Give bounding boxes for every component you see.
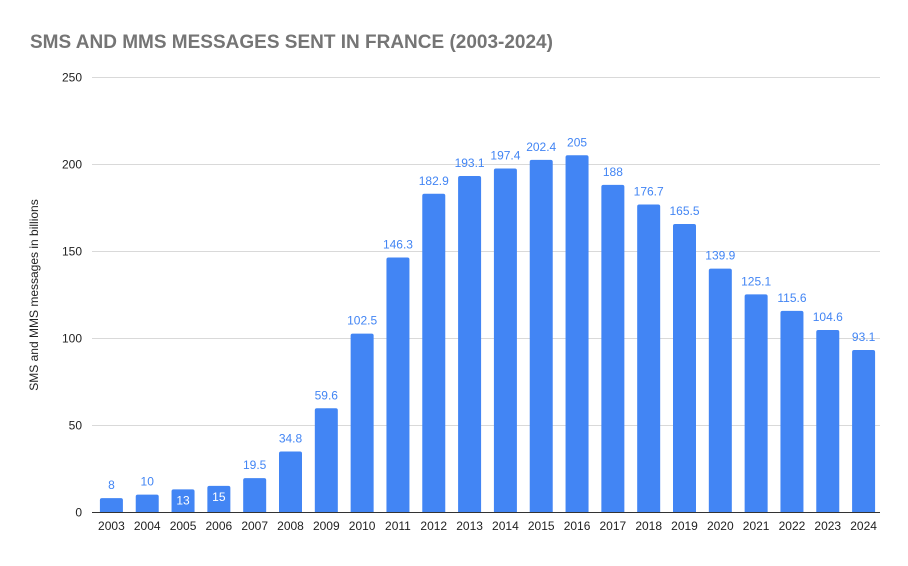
data-label: 197.4 <box>490 149 520 163</box>
x-tick-label: 2023 <box>814 519 841 533</box>
bar-2003 <box>99 498 123 512</box>
x-tick-label: 2016 <box>564 519 591 533</box>
x-tick-label: 2024 <box>850 519 877 533</box>
bar-2012 <box>422 193 446 512</box>
x-tick-label: 2017 <box>600 519 627 533</box>
data-label: 146.3 <box>383 237 413 251</box>
x-tick-label: 2012 <box>420 519 447 533</box>
data-label: 10 <box>141 475 155 489</box>
data-label: 59.6 <box>315 388 339 402</box>
data-label: 182.9 <box>419 174 449 188</box>
y-tick-label: 50 <box>69 419 83 433</box>
data-label: 34.8 <box>279 431 303 445</box>
bar-2013 <box>458 176 482 513</box>
bar-2009 <box>314 408 338 512</box>
x-tick-label: 2011 <box>385 519 411 533</box>
x-tick-label: 2005 <box>170 519 197 533</box>
x-tick-label: 2003 <box>98 519 125 533</box>
data-label: 104.6 <box>813 310 843 324</box>
x-tick-label: 2009 <box>313 519 340 533</box>
x-tick-label: 2006 <box>206 519 233 533</box>
data-label: 165.5 <box>669 204 699 218</box>
data-label: 193.1 <box>455 156 485 170</box>
bar-2019 <box>673 224 696 512</box>
x-tick-label: 2021 <box>743 519 770 533</box>
data-label: 188 <box>603 165 623 179</box>
x-tick-label: 2015 <box>528 519 555 533</box>
bars <box>99 155 876 513</box>
bar-2015 <box>529 159 553 512</box>
x-tick-label: 2007 <box>241 519 268 533</box>
data-label: 8 <box>108 478 115 492</box>
y-tick-label: 100 <box>62 332 82 346</box>
bar-2006 <box>207 485 231 512</box>
x-tick-label: 2008 <box>277 519 304 533</box>
bar-2018 <box>637 204 661 513</box>
x-axis-ticks: 2003 2004 2005 2006 2007 2008 2009 2010 2011 2012… <box>98 519 877 533</box>
data-label: 102.5 <box>347 314 377 328</box>
bar-2022 <box>780 310 804 512</box>
x-tick-label: 2010 <box>349 519 376 533</box>
y-tick-label: 200 <box>62 158 82 172</box>
bar-2010 <box>350 333 374 512</box>
bar-2004 <box>135 494 159 512</box>
x-tick-label: 2020 <box>707 519 734 533</box>
x-tick-label: 2014 <box>492 519 519 533</box>
data-label: 176.7 <box>634 185 664 199</box>
y-tick-label: 0 <box>75 506 82 520</box>
data-label: 115.6 <box>777 291 806 305</box>
data-label: 19.5 <box>243 458 267 472</box>
y-axis-ticks: 0 50 100 150 200 250 <box>62 71 82 520</box>
data-labels: 8 10 13 15 19.5 34.8 59.6 102.5 146.3 182.9 193.1 1… <box>108 135 876 507</box>
x-tick-label: 2004 <box>134 519 161 533</box>
bar-2005 <box>171 489 195 512</box>
chart-title: SMS AND MMS MESSAGES SENT IN FRANCE (200… <box>30 32 553 53</box>
x-tick-label: 2019 <box>671 519 698 533</box>
data-label: 139.9 <box>705 249 735 263</box>
bar-2014 <box>493 168 517 513</box>
y-axis-label: SMS and MMS messages in billions <box>27 199 41 390</box>
bar-2008 <box>279 451 302 512</box>
bar-2011 <box>386 257 410 512</box>
data-label: 125.1 <box>741 274 771 288</box>
x-tick-label: 2018 <box>635 519 662 533</box>
data-label: 13 <box>176 493 190 507</box>
y-tick-label: 150 <box>62 245 82 259</box>
bar-2023 <box>816 329 840 512</box>
data-label: 15 <box>212 490 226 504</box>
x-tick-label: 2013 <box>456 519 483 533</box>
bar-2007 <box>243 478 267 512</box>
bar-2021 <box>744 294 768 512</box>
x-tick-label: 2022 <box>779 519 806 533</box>
data-label: 93.1 <box>852 330 876 344</box>
bar-2016 <box>565 155 589 513</box>
data-label: 202.4 <box>526 140 556 154</box>
bar-2024 <box>852 350 876 512</box>
y-tick-label: 250 <box>62 71 82 85</box>
data-label: 205 <box>567 135 587 149</box>
bar-2020 <box>708 268 732 512</box>
bar-2017 <box>601 184 625 512</box>
